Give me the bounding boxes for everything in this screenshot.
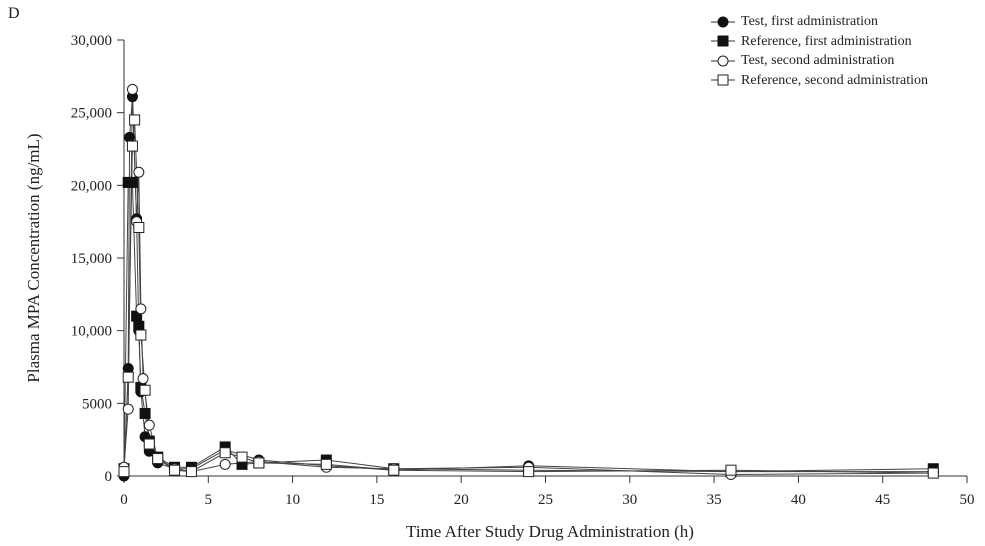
filled-circle-marker-icon xyxy=(711,16,735,28)
data-point-series-3 xyxy=(133,166,145,178)
filled-square-marker-icon xyxy=(711,35,735,47)
data-point-series-4 xyxy=(523,466,535,478)
x-tick-label: 25 xyxy=(538,492,553,508)
data-point-series-4 xyxy=(139,384,151,396)
legend-item-test-second: Test, second administration xyxy=(711,51,928,71)
x-tick-label: 5 xyxy=(205,492,213,508)
data-point-series-4 xyxy=(152,453,164,465)
data-point-series-4 xyxy=(135,329,147,341)
series-line-3 xyxy=(123,89,934,476)
series-layer xyxy=(118,83,939,482)
data-point-series-4 xyxy=(169,464,181,476)
legend-item-reference-second: Reference, second administration xyxy=(711,71,928,91)
data-point-series-4 xyxy=(725,464,737,476)
x-axis-title: Time After Study Drug Administration (h) xyxy=(406,522,694,541)
data-point-series-3 xyxy=(135,303,147,315)
legend-item-test-first: Test, first administration xyxy=(711,12,928,32)
data-point-series-4 xyxy=(126,140,138,152)
x-tick-label: 20 xyxy=(454,492,469,508)
legend-item-reference-first: Reference, first administration xyxy=(711,32,928,52)
y-tick-label: 0 xyxy=(105,469,113,485)
legend: Test, first administration Reference, fi… xyxy=(711,12,928,90)
data-point-series-3 xyxy=(143,419,155,431)
series-line-1 xyxy=(123,96,934,477)
data-point-series-3 xyxy=(122,403,134,415)
x-tick-label: 30 xyxy=(622,492,637,508)
data-point-series-3 xyxy=(137,373,149,385)
axes: 0 5000 10,000 15,000 20,000 25,000 30,000 0 5 10 1… xyxy=(71,33,975,508)
series-line-4 xyxy=(123,119,934,474)
legend-label: Reference, second administration xyxy=(741,72,928,88)
data-point-series-4 xyxy=(320,458,332,470)
data-point-series-4 xyxy=(143,438,155,450)
legend-label: Reference, first administration xyxy=(741,33,912,49)
data-point-series-4 xyxy=(253,457,265,469)
data-point-series-4 xyxy=(122,371,134,383)
y-tick-label: 20,000 xyxy=(71,178,112,194)
x-tick-label: 45 xyxy=(875,492,890,508)
data-point-series-4 xyxy=(118,466,130,478)
x-tick-label: 0 xyxy=(120,492,128,508)
data-point-series-4 xyxy=(388,464,400,476)
data-point-series-3 xyxy=(219,458,231,470)
x-tick-label: 15 xyxy=(369,492,384,508)
x-tick-label: 35 xyxy=(707,492,722,508)
series-line-2 xyxy=(123,181,934,473)
data-point-series-4 xyxy=(927,467,939,479)
data-point-series-4 xyxy=(129,114,141,126)
y-tick-label: 25,000 xyxy=(71,106,112,122)
y-tick-label: 15,000 xyxy=(71,251,112,267)
open-circle-marker-icon xyxy=(711,55,735,67)
panel-label: D xyxy=(8,5,20,22)
data-point-series-4 xyxy=(185,466,197,478)
x-tick-label: 50 xyxy=(960,492,975,508)
data-point-series-4 xyxy=(236,451,248,463)
y-tick-label: 5000 xyxy=(82,396,112,412)
data-point-series-4 xyxy=(133,221,145,233)
data-point-series-4 xyxy=(219,447,231,459)
y-tick-label: 30,000 xyxy=(71,33,112,49)
legend-label: Test, second administration xyxy=(741,53,895,69)
x-tick-label: 40 xyxy=(791,492,806,508)
y-axis-title: Plasma MPA Concentration (ng/mL) xyxy=(24,133,43,383)
data-point-series-3 xyxy=(126,83,138,95)
y-tick-label: 10,000 xyxy=(71,324,112,340)
x-tick-label: 10 xyxy=(285,492,300,508)
legend-label: Test, first administration xyxy=(741,14,879,30)
data-point-series-2 xyxy=(126,176,138,188)
data-point-series-2 xyxy=(139,408,151,420)
open-square-marker-icon xyxy=(711,74,735,86)
